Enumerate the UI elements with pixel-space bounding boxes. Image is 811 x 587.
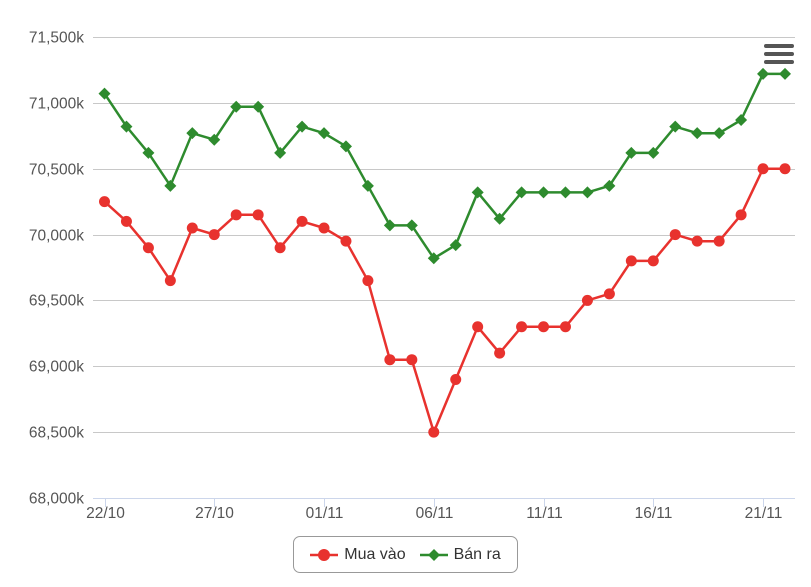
data-point[interactable] [252,209,264,221]
x-tick-label: 21/11 [745,505,783,522]
x-tick-label: 16/11 [635,505,673,522]
legend-item-buy[interactable]: Mua vào [310,545,406,564]
data-point[interactable] [449,239,462,252]
data-point[interactable] [516,321,528,333]
hamburger-menu-icon-bar [764,60,794,64]
y-tick-label: 68,500k [29,425,84,442]
series-lines [98,67,791,438]
data-point[interactable] [208,133,221,146]
data-point[interactable] [713,127,726,140]
data-point[interactable] [405,219,418,232]
data-point[interactable] [339,140,352,153]
data-point[interactable] [757,67,770,80]
data-point[interactable] [669,120,682,133]
data-point[interactable] [142,242,154,254]
data-point[interactable] [735,113,748,126]
chart-menu-button[interactable] [764,44,794,70]
data-point[interactable] [581,186,594,199]
data-point[interactable] [318,127,331,140]
x-axis-labels: 22/10 27/10 01/11 06/11 11/11 16/11 21/11 [86,505,782,522]
data-point[interactable] [164,275,176,287]
data-point[interactable] [779,163,791,175]
data-point[interactable] [515,186,528,199]
legend-item-sell[interactable]: Bán ra [419,545,501,564]
data-point[interactable] [581,294,593,306]
series-sell [98,67,791,265]
data-point[interactable] [230,100,243,113]
legend-label-sell: Bán ra [453,545,501,563]
data-point[interactable] [361,179,374,192]
data-point[interactable] [252,100,265,113]
y-tick-label: 69,000k [29,359,84,376]
data-point[interactable] [735,209,747,221]
data-point[interactable] [428,426,440,438]
legend-circle-marker-icon [310,548,339,561]
data-point[interactable] [120,120,133,133]
data-point[interactable] [691,127,704,140]
data-point[interactable] [647,255,659,267]
data-point[interactable] [362,275,374,287]
data-point[interactable] [186,222,198,234]
data-point[interactable] [757,163,769,175]
data-point[interactable] [691,235,703,247]
data-point[interactable] [142,146,155,159]
data-point[interactable] [186,127,199,140]
x-tick-label: 27/10 [195,505,234,522]
data-point[interactable] [99,196,110,208]
hamburger-menu-icon-bar [764,52,794,56]
data-point[interactable] [208,229,220,241]
data-point[interactable] [713,235,725,247]
data-point[interactable] [120,215,132,227]
y-tick-label: 70,500k [29,162,84,179]
x-tick-label: 01/11 [306,505,344,522]
x-tick-label: 11/11 [526,505,563,522]
x-axis [93,498,795,507]
data-point[interactable] [494,347,506,359]
data-point[interactable] [625,146,638,159]
data-point[interactable] [450,373,462,385]
data-point[interactable] [296,215,308,227]
data-point[interactable] [383,219,396,232]
y-tick-label: 70,000k [29,228,84,245]
data-point[interactable] [669,229,681,241]
legend-diamond-marker-icon [419,548,448,561]
data-point[interactable] [603,179,616,192]
data-point[interactable] [274,242,286,254]
data-point[interactable] [471,186,484,199]
y-tick-label: 68,000k [29,491,84,508]
data-point[interactable] [603,288,615,300]
series-buy [99,163,791,438]
data-point[interactable] [779,67,791,80]
legend-label-buy: Mua vào [344,545,406,563]
data-point[interactable] [98,87,111,100]
grid-lines [93,37,795,433]
data-point[interactable] [230,209,242,221]
data-point[interactable] [406,354,418,366]
data-point[interactable] [625,255,637,267]
x-tick-label: 06/11 [416,505,454,522]
data-point[interactable] [296,120,309,133]
y-tick-label: 71,000k [29,96,84,113]
data-point[interactable] [559,186,572,199]
data-point[interactable] [472,321,484,333]
data-point[interactable] [164,179,177,192]
data-point[interactable] [340,235,352,247]
data-point[interactable] [274,146,287,159]
data-point[interactable] [493,212,506,225]
data-point[interactable] [384,354,396,366]
x-tick-label: 22/10 [86,505,125,522]
data-point[interactable] [538,321,550,333]
series-line [103,72,785,260]
chart-legend: Mua vào Bán ra [293,536,518,573]
data-point[interactable] [559,321,571,333]
y-tick-label: 69,500k [29,293,84,310]
data-point[interactable] [318,222,330,234]
hamburger-menu-icon [764,44,794,48]
data-point[interactable] [537,186,550,199]
y-tick-label: 71,500k [29,30,84,47]
y-axis-labels: 68,000k 68,500k 69,000k 69,500k 70,000k 70,50… [29,30,84,508]
data-point[interactable] [427,252,440,265]
data-point[interactable] [647,146,660,159]
